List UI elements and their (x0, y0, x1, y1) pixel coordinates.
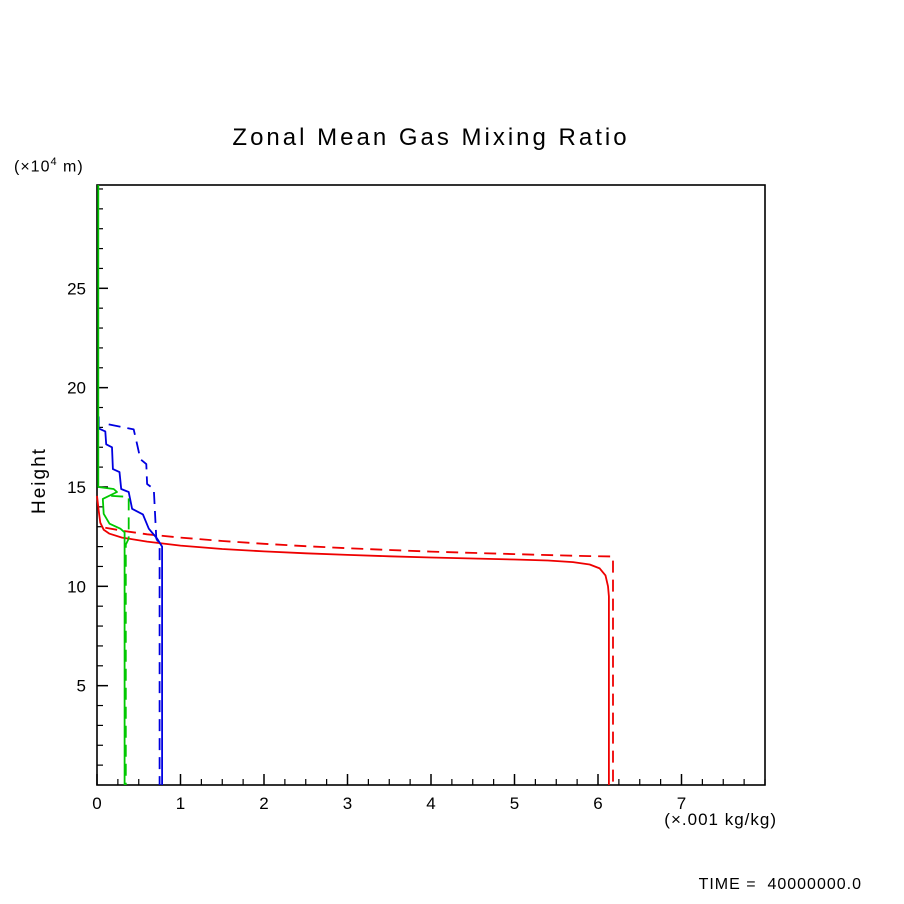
x-tick-label: 3 (343, 794, 352, 813)
y-tick-label: 10 (67, 577, 86, 596)
y-tick-label: 15 (67, 478, 86, 497)
x-tick-label: 0 (92, 794, 101, 813)
series-red-dashed (105, 526, 614, 785)
y-unit-exponent: 4 (50, 156, 58, 168)
y-tick-label: 20 (67, 379, 86, 398)
series-red-solid (96, 495, 610, 785)
y-tick-label: 5 (77, 677, 86, 696)
x-tick-label: 2 (259, 794, 268, 813)
chart-title: Zonal Mean Gas Mixing Ratio (232, 124, 630, 151)
x-tick-label: 1 (176, 794, 185, 813)
y-tick-label: 25 (67, 279, 86, 298)
x-tick-label: 6 (593, 794, 602, 813)
y-unit-suffix: m) (57, 158, 84, 176)
plot-frame (96, 184, 766, 786)
series-blue-solid (97, 416, 163, 785)
x-tick-label: 5 (510, 794, 519, 813)
x-tick-label: 4 (426, 794, 435, 813)
series-green-dashed (111, 495, 130, 785)
series-green-solid (97, 185, 126, 785)
time-annotation: TIME = 40000000.0 (698, 876, 862, 893)
x-tick-label: 7 (677, 794, 686, 813)
x-axis-unit-label: (×.001 kg/kg) (664, 810, 777, 829)
series-blue-dashed (108, 423, 161, 785)
y-unit-prefix: (×10 (14, 158, 51, 176)
y-axis-unit-label: (×104 m) (14, 156, 84, 176)
